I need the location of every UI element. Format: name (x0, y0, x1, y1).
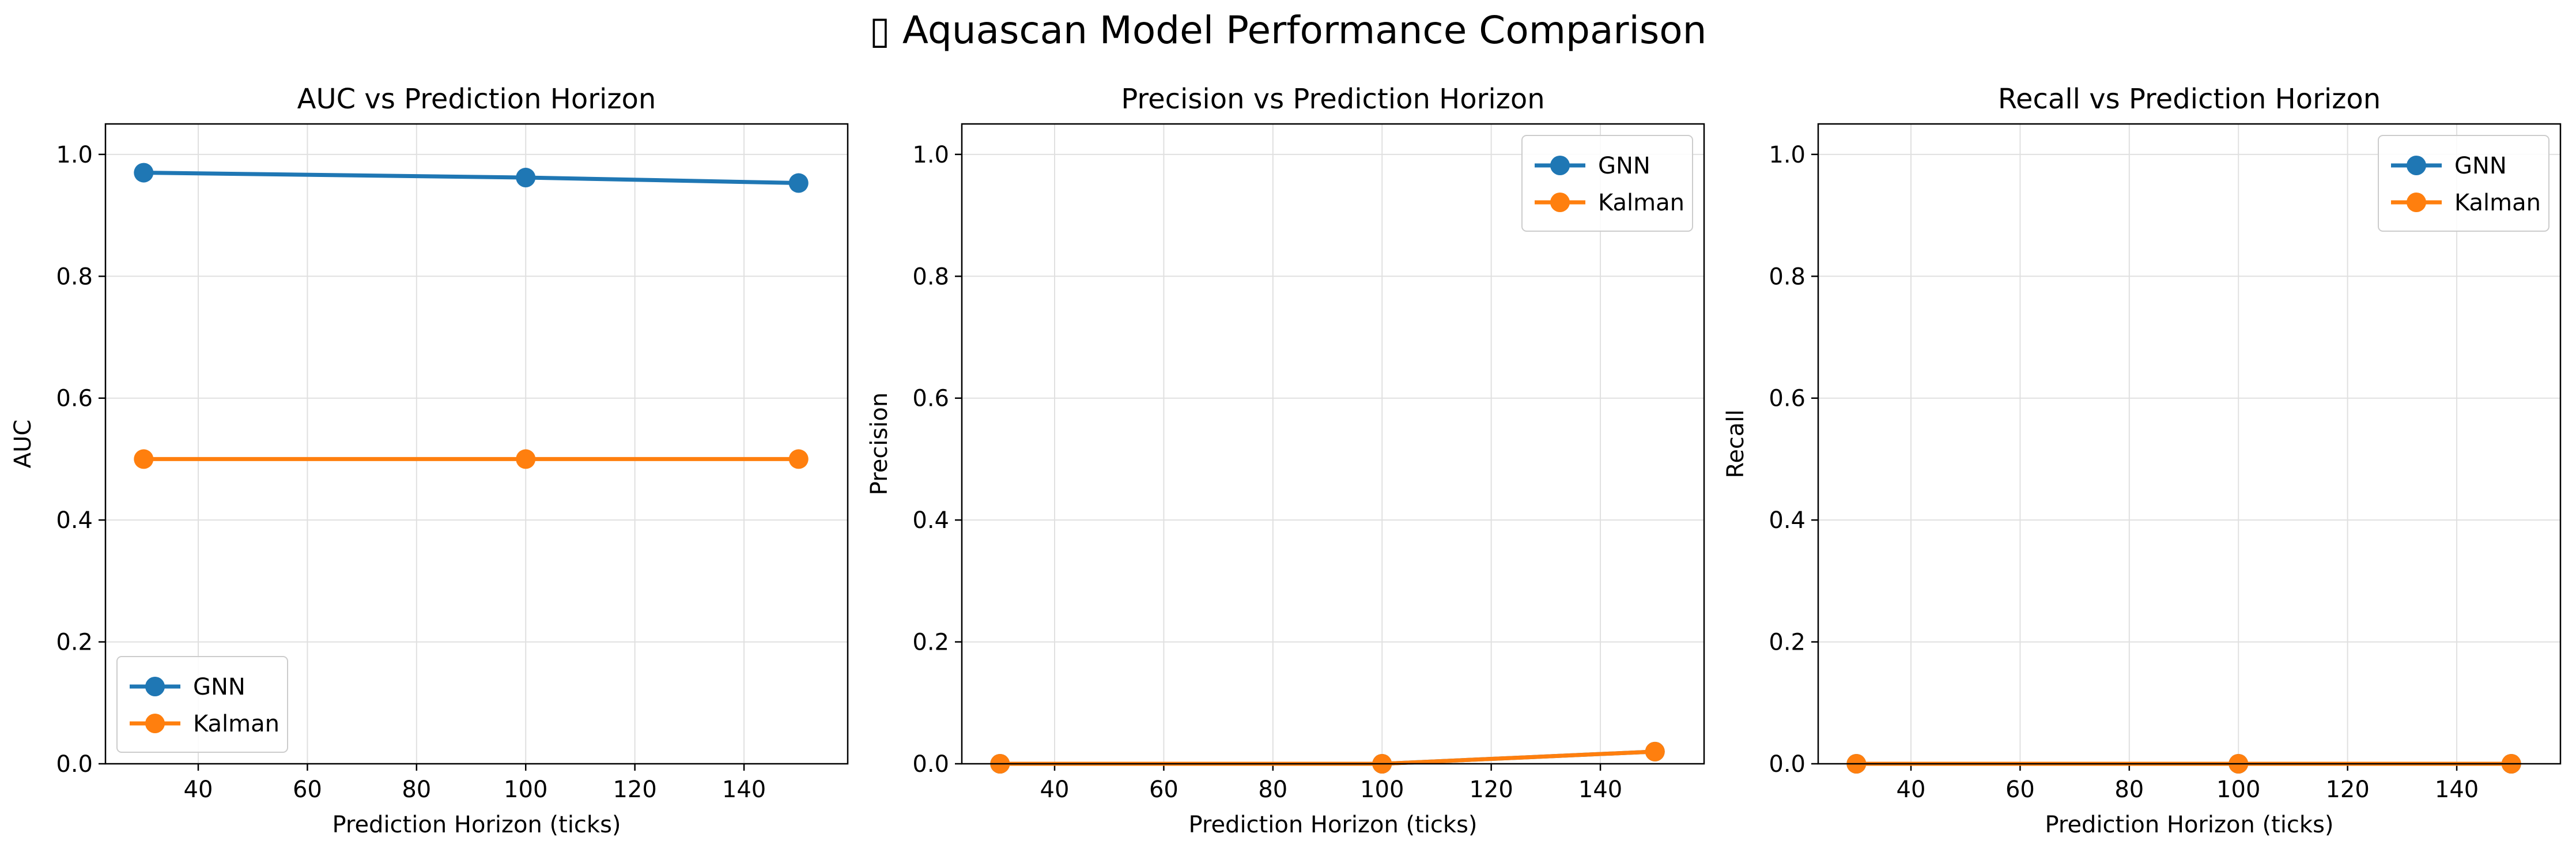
legend-swatch-marker (2407, 193, 2426, 212)
x-axis-label: Prediction Horizon (ticks) (2045, 812, 2333, 838)
y-tick-label: 0.8 (56, 263, 93, 290)
y-tick-label: 0.2 (56, 629, 93, 656)
x-tick-label: 40 (1040, 776, 1070, 803)
y-tick-label: 0.4 (56, 507, 93, 534)
y-tick-label: 1.0 (56, 142, 93, 168)
x-axis-label: Prediction Horizon (ticks) (332, 812, 621, 838)
legend-swatch-marker (1550, 193, 1570, 212)
y-tick-label: 0.4 (1769, 507, 1806, 534)
y-axis-label: AUC (10, 420, 36, 469)
x-tick-label: 120 (2325, 776, 2369, 803)
legend-label: GNN (1598, 153, 1650, 179)
y-tick-label: 0.0 (56, 751, 93, 778)
figure-title: ▯ Aquascan Model Performance Comparison (870, 8, 1707, 52)
y-tick-label: 0.6 (56, 386, 93, 412)
y-tick-label: 0.6 (912, 386, 949, 412)
legend-box (1521, 135, 1693, 232)
plot-frame (104, 123, 849, 765)
y-axis-label: Recall (1723, 409, 1749, 478)
y-axis-label: Precision (866, 393, 893, 495)
x-tick-label: 60 (2005, 776, 2035, 803)
y-tick-label: 0.8 (912, 263, 949, 290)
x-tick-label: 80 (402, 776, 431, 803)
y-tick-label: 0.0 (1769, 751, 1806, 778)
y-tick-label: 0.6 (1769, 386, 1806, 412)
data-point-kalman (516, 449, 536, 469)
legend-swatch-marker (2407, 156, 2426, 175)
y-tick-label: 0.4 (912, 507, 949, 534)
legend-swatch-marker (145, 714, 165, 733)
y-tick-label: 0.0 (912, 751, 949, 778)
legend: GNN Kalman (2378, 135, 2549, 232)
x-tick-label: 100 (504, 776, 547, 803)
y-tick-label: 0.2 (912, 629, 949, 656)
legend-label: GNN (2454, 153, 2507, 179)
chart-panel-3: 40 60 80 100 120 140 0.0 0.2 0.4 0.6 0.8 1.0 Recall … (1723, 83, 2562, 838)
y-tick-label: 1.0 (912, 142, 949, 168)
x-tick-label: 100 (1360, 776, 1404, 803)
legend-label: Kalman (2454, 190, 2541, 216)
data-point-kalman (134, 449, 154, 469)
x-tick-label: 60 (1149, 776, 1179, 803)
x-tick-label: 140 (722, 776, 766, 803)
chart-panel-1: 40 60 80 100 120 140 0.0 0.2 0.4 0.6 0.8 1.0 AUC vs … (10, 83, 849, 838)
y-tick-label: 1.0 (1769, 142, 1806, 168)
x-tick-label: 40 (1897, 776, 1926, 803)
legend-box (2378, 135, 2549, 232)
y-tick-label: 0.2 (1769, 629, 1806, 656)
x-tick-label: 120 (613, 776, 656, 803)
plot-frame (961, 123, 1705, 765)
data-point-gnn (788, 173, 809, 193)
x-tick-label: 60 (293, 776, 322, 803)
y-tick-label: 0.8 (1769, 263, 1806, 290)
x-tick-label: 80 (2114, 776, 2144, 803)
subplot-title: AUC vs Prediction Horizon (297, 83, 656, 115)
legend: GNN Kalman (1521, 135, 1693, 232)
data-point-gnn (134, 163, 154, 183)
subplot-title: Precision vs Prediction Horizon (1121, 83, 1544, 115)
subplot-title: Recall vs Prediction Horizon (1998, 83, 2381, 115)
plot-frame (1817, 123, 2562, 765)
data-point-gnn (516, 168, 536, 188)
legend-box (116, 656, 288, 753)
data-point-kalman (1645, 741, 1665, 761)
x-tick-label: 100 (2216, 776, 2260, 803)
data-point-kalman (788, 449, 809, 469)
x-tick-label: 140 (1578, 776, 1622, 803)
x-tick-label: 40 (184, 776, 213, 803)
x-tick-label: 80 (1258, 776, 1287, 803)
legend-swatch-marker (145, 677, 165, 696)
x-axis-label: Prediction Horizon (ticks) (1188, 812, 1477, 838)
chart-panel-2: 40 60 80 100 120 140 0.0 0.2 0.4 0.6 0.8 1.0 Precisi… (866, 83, 1705, 838)
legend-label: Kalman (1598, 190, 1684, 216)
x-tick-label: 120 (1469, 776, 1513, 803)
legend: GNN Kalman (116, 656, 288, 753)
legend-label: Kalman (193, 711, 279, 737)
legend-label: GNN (193, 674, 245, 700)
legend-swatch-marker (1550, 156, 1570, 175)
x-tick-label: 140 (2435, 776, 2479, 803)
